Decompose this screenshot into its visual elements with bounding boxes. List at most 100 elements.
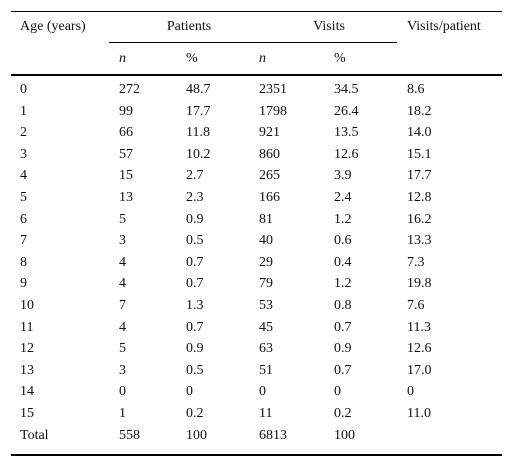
cell-visits-per-patient: 17.0 — [407, 362, 432, 378]
header-visits: Visits — [313, 19, 345, 34]
cell-visits-per-patient: 14.0 — [407, 125, 432, 141]
header-visits-per-patient: Visits/patient — [407, 19, 481, 34]
cell-visits-pct: 34.5 — [334, 82, 359, 97]
cell-patients-n: 0 — [119, 384, 126, 400]
cell-visits-per-patient: 15.1 — [407, 146, 432, 162]
cell-patients-n: 13 — [119, 189, 133, 205]
cell-patients-pct: 2.7 — [186, 168, 204, 184]
table-body: 0 272 48.7 2351 34.5 8.6 1 99 17.7 1798 26.4 18.2 2 6… — [11, 79, 502, 446]
cell-patients-pct: 100 — [186, 427, 207, 443]
cell-age: 13 — [20, 362, 34, 378]
cell-patients-pct: 0.2 — [186, 405, 204, 421]
data-table: Age (years) Patients Visits Visits/patie… — [11, 11, 502, 456]
cell-visits-n: 1798 — [259, 103, 287, 119]
subheader-patients-n: n — [119, 51, 126, 66]
cell-age: 14 — [20, 384, 34, 400]
cell-visits-pct: 0.6 — [334, 233, 352, 249]
cell-visits-n: 0 — [259, 384, 266, 400]
table-top-rule — [11, 11, 502, 12]
cell-patients-pct: 11.8 — [186, 125, 210, 141]
table-row: 2 66 11.8 921 13.5 14.0 — [11, 122, 502, 144]
cell-age: 15 — [20, 405, 34, 421]
cell-patients-pct: 0.7 — [186, 276, 204, 292]
cell-visits-pct: 2.4 — [334, 189, 352, 205]
table-row: 15 1 0.2 11 0.2 11.0 — [11, 403, 502, 425]
table-row: 11 4 0.7 45 0.7 11.3 — [11, 317, 502, 339]
cell-age: Total — [20, 427, 49, 443]
cell-age: 7 — [20, 233, 27, 249]
cell-visits-n: 81 — [259, 211, 273, 227]
table-row: 12 5 0.9 63 0.9 12.6 — [11, 338, 502, 360]
cell-visits-n: 40 — [259, 233, 273, 249]
cell-age: 5 — [20, 189, 27, 205]
cell-patients-n: 15 — [119, 168, 133, 184]
cell-visits-per-patient: 11.3 — [407, 319, 431, 335]
cell-visits-pct: 0.4 — [334, 254, 352, 270]
cell-visits-n: 921 — [259, 125, 280, 141]
header-patients: Patients — [166, 19, 212, 34]
cell-visits-pct: 0.7 — [334, 362, 352, 378]
cell-visits-per-patient: 16.2 — [407, 211, 432, 227]
cell-patients-n: 272 — [119, 82, 140, 97]
cell-patients-n: 66 — [119, 125, 133, 141]
cell-patients-pct: 48.7 — [186, 82, 211, 97]
cell-visits-pct: 12.6 — [334, 146, 359, 162]
cell-visits-per-patient: 7.3 — [407, 254, 425, 270]
table-row: 7 3 0.5 40 0.6 13.3 — [11, 230, 502, 252]
cell-visits-pct: 26.4 — [334, 103, 359, 119]
cell-patients-pct: 0 — [186, 384, 193, 400]
cell-patients-pct: 0.9 — [186, 341, 204, 357]
cell-patients-pct: 0.5 — [186, 233, 204, 249]
cell-age: 0 — [20, 82, 27, 97]
cell-visits-pct: 13.5 — [334, 125, 359, 141]
cell-age: 12 — [20, 341, 34, 357]
cell-patients-n: 4 — [119, 319, 126, 335]
cell-visits-n: 29 — [259, 254, 273, 270]
cell-age: 8 — [20, 254, 27, 270]
table-row: 3 57 10.2 860 12.6 15.1 — [11, 144, 502, 166]
cell-visits-per-patient: 12.8 — [407, 189, 432, 205]
cell-patients-n: 3 — [119, 362, 126, 378]
table-row: 14 0 0 0 0 0 — [11, 381, 502, 403]
cell-visits-per-patient: 0 — [407, 384, 414, 400]
cell-visits-per-patient: 13.3 — [407, 233, 432, 249]
header-bottom-rule — [11, 74, 502, 76]
cell-visits-per-patient: 11.0 — [407, 405, 431, 421]
cell-visits-pct: 1.2 — [334, 211, 352, 227]
cell-visits-per-patient: 12.6 — [407, 341, 432, 357]
cell-age: 4 — [20, 168, 27, 184]
cell-patients-pct: 2.3 — [186, 189, 204, 205]
cell-visits-per-patient: 18.2 — [407, 103, 432, 119]
cell-patients-pct: 17.7 — [186, 103, 211, 119]
cell-visits-per-patient: 7.6 — [407, 297, 425, 313]
cell-visits-pct: 0.2 — [334, 405, 352, 421]
cell-visits-n: 860 — [259, 146, 280, 162]
table-bottom-rule — [11, 454, 502, 456]
cell-visits-per-patient: 17.7 — [407, 168, 432, 184]
subheader-visits-n: n — [259, 51, 266, 66]
table-row: 6 5 0.9 81 1.2 16.2 — [11, 209, 502, 231]
cell-visits-n: 11 — [259, 405, 273, 421]
cell-visits-n: 53 — [259, 297, 273, 313]
table-row: 10 7 1.3 53 0.8 7.6 — [11, 295, 502, 317]
cell-patients-n: 5 — [119, 341, 126, 357]
header-span-rule — [109, 42, 397, 43]
cell-age: 11 — [20, 319, 34, 335]
cell-patients-pct: 0.9 — [186, 211, 204, 227]
cell-patients-n: 558 — [119, 427, 140, 443]
cell-patients-n: 5 — [119, 211, 126, 227]
cell-age: 3 — [20, 146, 27, 162]
cell-patients-pct: 1.3 — [186, 297, 204, 313]
cell-visits-n: 166 — [259, 189, 280, 205]
cell-visits-n: 6813 — [259, 427, 287, 443]
cell-visits-n: 2351 — [259, 82, 287, 97]
cell-age: 1 — [20, 103, 27, 119]
table-row: 5 13 2.3 166 2.4 12.8 — [11, 187, 502, 209]
cell-visits-n: 51 — [259, 362, 273, 378]
subheader-visits-pct: % — [334, 51, 346, 66]
cell-patients-pct: 0.7 — [186, 254, 204, 270]
table-row: 9 4 0.7 79 1.2 19.8 — [11, 273, 502, 295]
table-row: 13 3 0.5 51 0.7 17.0 — [11, 360, 502, 382]
cell-patients-n: 57 — [119, 146, 133, 162]
cell-patients-n: 4 — [119, 276, 126, 292]
